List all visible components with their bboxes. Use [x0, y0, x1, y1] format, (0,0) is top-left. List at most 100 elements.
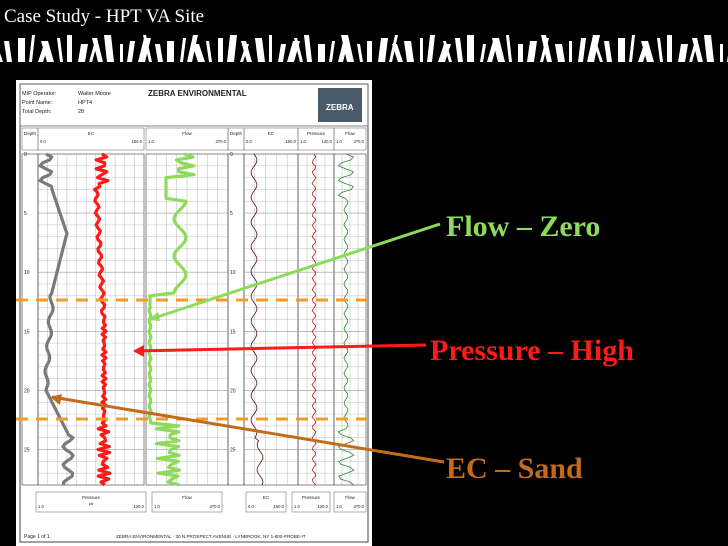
zebra-stripe: [678, 44, 688, 62]
zebra-stripe: [127, 41, 135, 62]
page-label: Page 1 of 1: [24, 534, 50, 540]
zebra-stripe: [480, 44, 486, 62]
zebra-stripe-band: [0, 35, 728, 62]
callout-flow: Flow – Zero: [446, 210, 601, 243]
zebra-stripe: [187, 35, 198, 62]
zebra-stripe: [155, 44, 163, 62]
zebra-stripe: [192, 44, 205, 62]
track-header-max: 120.0: [322, 139, 333, 144]
company-title: ZEBRA ENVIRONMENTAL: [148, 89, 247, 98]
zebra-stripe: [492, 38, 505, 62]
zebra-stripe: [518, 44, 523, 62]
track-header-name: Flow: [345, 131, 355, 136]
zebra-stripe: [587, 35, 600, 62]
zebra-stripe: [41, 41, 54, 62]
zebra-stripe: [104, 35, 114, 62]
depth-tick: 10: [24, 270, 30, 276]
zebra-logo: [318, 88, 362, 122]
zebra-stripe: [294, 38, 303, 62]
pressure-trace-small: [311, 153, 317, 486]
zebra-stripe: [443, 41, 452, 62]
depth-tick: 20: [230, 388, 236, 394]
depth-tick: 5: [230, 211, 233, 217]
track-header-min: 1.0: [300, 139, 306, 144]
zebra-stripe: [241, 41, 252, 62]
pressure-arrow-head: [133, 345, 144, 357]
depth-tick: 20: [24, 388, 30, 394]
footer-track-name: Pressure: [302, 495, 321, 500]
depth-tick: 0: [24, 152, 27, 158]
track-header-max: 370.0: [354, 139, 365, 144]
zebra-stripe: [255, 38, 265, 62]
zebra-stripe: [67, 35, 72, 62]
zebra-stripe: [278, 44, 286, 62]
zebra-stripe: [304, 35, 312, 62]
footer-track-name: EC: [263, 495, 270, 500]
zebra-stripe: [318, 44, 325, 62]
zebra-stripe: [18, 38, 25, 62]
footer-track-max: 150.0: [274, 504, 285, 509]
footer-track-min: 1.0: [294, 504, 300, 509]
zebra-stripe: [227, 35, 237, 62]
zebra-stripe: [692, 38, 703, 62]
zebra-stripe: [392, 44, 403, 62]
zebra-stripe: [404, 41, 414, 62]
zebra-stripe: [527, 41, 537, 62]
zebra-stripe: [569, 41, 572, 62]
zebra-stripe: [357, 44, 363, 62]
footer-track-min: 0.0: [248, 504, 254, 509]
depth-label: Total Depth:: [22, 109, 52, 115]
zebra-stripe: [180, 38, 186, 62]
track-header-box: [333, 127, 367, 151]
track-header-min: 0.0: [246, 139, 252, 144]
zebra-stripe: [578, 38, 586, 62]
track-header-box: [37, 127, 145, 151]
operator-value: Walter Moore: [78, 91, 111, 97]
pressure-arrow: [134, 343, 427, 353]
zebra-stripe: [720, 44, 723, 62]
zebra-stripe: [629, 35, 635, 62]
depth-tick: 10: [230, 270, 236, 276]
depth-tick: 0: [230, 152, 233, 158]
track-header-name: Depth: [24, 131, 37, 136]
zebra-stripe: [92, 38, 103, 62]
log-graphic: MIP Operator: Walter Moore Point Name: H…: [19, 83, 369, 543]
flow-arrow-head: [148, 312, 160, 321]
footer-track-min: 1.0: [336, 504, 342, 509]
footer-track-name: Flow: [345, 495, 355, 500]
zebra-stripe: [218, 38, 223, 62]
ec-trace: [38, 152, 75, 486]
zebra-stripe: [341, 35, 354, 62]
footer-track-unit: psi: [89, 502, 94, 506]
footer-track-box: [245, 491, 287, 513]
track-header-max: 150.0: [286, 139, 297, 144]
depth-value: 28: [78, 109, 84, 115]
zebra-stripe: [367, 41, 372, 62]
zebra-stripe: [29, 35, 35, 62]
depth-tick: 15: [230, 329, 236, 335]
footer-track-min: 1.0: [38, 504, 44, 509]
footer-track-max: 370.0: [354, 504, 365, 509]
zebra-stripe: [427, 35, 435, 62]
zebra-stripe: [541, 35, 552, 62]
depth-tick: 15: [24, 329, 30, 335]
depth-tick: 5: [24, 211, 27, 217]
zebra-stripe: [555, 44, 565, 62]
zebra-stripe: [167, 41, 174, 62]
depth-tick: 25: [24, 448, 30, 454]
point-label: Point Name:: [22, 100, 53, 106]
footer-track-name: Flow: [182, 495, 192, 500]
track-header-max: 150.0: [132, 139, 143, 144]
zebra-stripe: [604, 41, 612, 62]
zebra-stripe: [329, 41, 335, 62]
operator-label: MIP Operator:: [22, 91, 57, 97]
footer-track-max: 120.0: [318, 504, 329, 509]
footer-track-min: 1.0: [154, 504, 160, 509]
track-header-name: Depth: [230, 131, 243, 136]
callout-ec: EC – Sand: [446, 452, 583, 485]
zebra-stripe: [506, 35, 512, 62]
slide-title: Case Study - HPT VA Site: [4, 6, 205, 27]
zebra-stripe: [57, 38, 63, 62]
footer-address: ZEBRA ENVIRONMENTAL · 30 N PROSPECT AVEN…: [116, 534, 306, 539]
